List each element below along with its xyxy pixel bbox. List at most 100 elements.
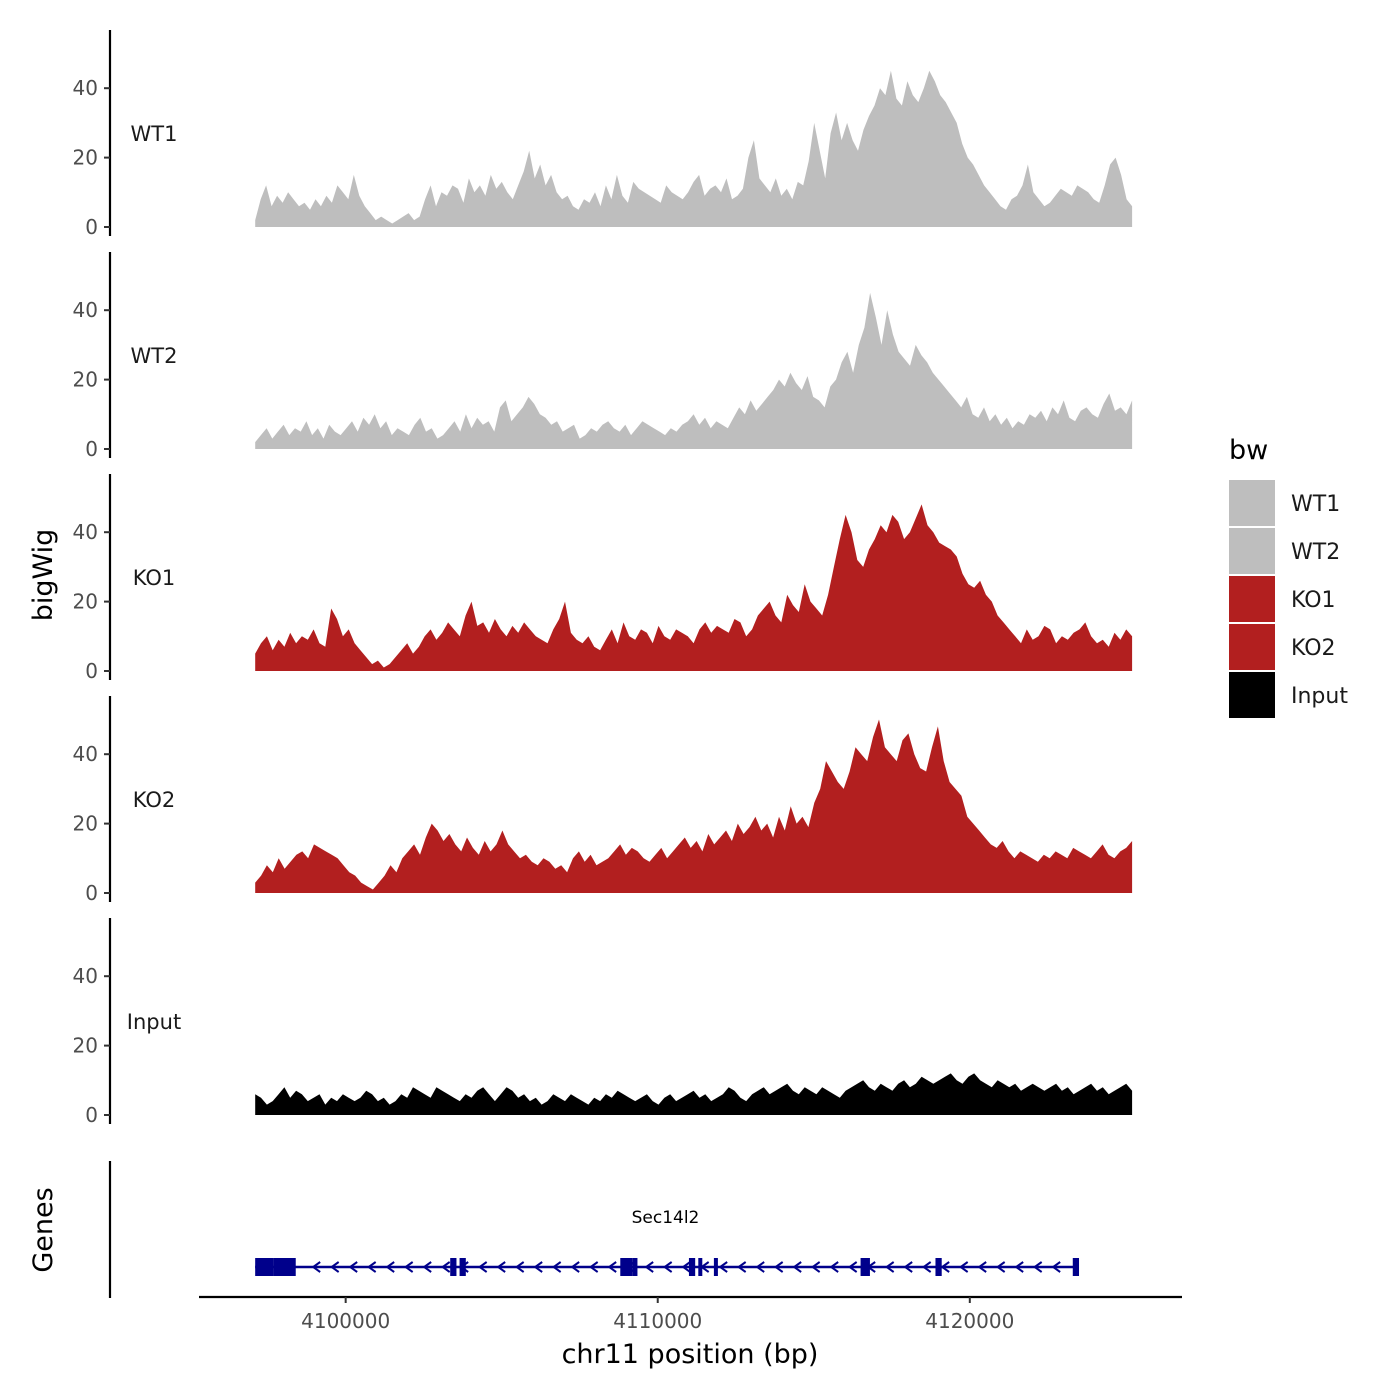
- strand-arrow: [810, 1261, 821, 1273]
- strand-arrow: [847, 1261, 858, 1273]
- strand-arrow: [329, 1261, 340, 1273]
- strand-arrow: [755, 1261, 765, 1273]
- coverage-area-wt1: [255, 70, 1133, 227]
- y-tick-label: 40: [73, 298, 98, 322]
- strand-arrow: [607, 1261, 617, 1273]
- legend-key-input: [1229, 672, 1275, 718]
- strand-arrow: [366, 1261, 377, 1273]
- legend-label: WT2: [1291, 540, 1340, 565]
- track-label: KO1: [133, 566, 176, 590]
- strand-arrow: [385, 1261, 395, 1273]
- y-tick-label: 20: [73, 1034, 98, 1058]
- coverage-tracks: 0 20 40 WT1 0 20 40 WT2 0 20 40 KO1 0 20 40 KO2 0 20 40 Inp…: [73, 30, 1133, 1127]
- track-label: Input: [127, 1010, 181, 1034]
- track-label: WT1: [131, 122, 178, 146]
- strand-arrow: [533, 1261, 543, 1273]
- y-axis-title: bigWig: [28, 529, 59, 622]
- legend-key-wt2: [1229, 528, 1275, 574]
- gene-exon: [935, 1258, 942, 1276]
- gene-exon: [459, 1258, 466, 1276]
- x-tick-label: 4120000: [925, 1309, 1014, 1333]
- gene-exon: [698, 1258, 703, 1276]
- strand-arrow: [903, 1261, 913, 1273]
- gene-exon: [713, 1258, 718, 1276]
- gene-model: [255, 1258, 1080, 1276]
- genes-axis-title: Genes: [28, 1187, 59, 1272]
- gene-exon: [450, 1258, 457, 1276]
- strand-arrow: [940, 1261, 950, 1273]
- legend-key-wt1: [1229, 480, 1275, 526]
- legend-label: WT1: [1291, 492, 1340, 517]
- track-wt2: 0 20 40 WT2: [73, 252, 1133, 461]
- strand-arrow: [1032, 1261, 1043, 1273]
- legend-key-ko2: [1229, 624, 1275, 670]
- x-tick-label: 4110000: [613, 1309, 702, 1333]
- gene-exon: [632, 1258, 638, 1276]
- y-tick-label: 40: [73, 520, 98, 544]
- gene-exon: [255, 1258, 274, 1276]
- strand-arrow: [440, 1261, 451, 1273]
- strand-arrow: [921, 1261, 932, 1273]
- strand-arrow: [514, 1261, 525, 1273]
- strand-arrow: [403, 1261, 414, 1273]
- strand-arrow: [477, 1261, 488, 1273]
- strand-arrow: [1051, 1261, 1061, 1273]
- track-label: KO2: [133, 788, 176, 812]
- y-tick-label: 40: [73, 964, 98, 988]
- track-ko2: 0 20 40 KO2: [73, 696, 1133, 905]
- legend-key-ko1: [1229, 576, 1275, 622]
- strand-arrow: [422, 1261, 432, 1273]
- legend-title: bw: [1229, 435, 1268, 466]
- y-tick-label: 0: [85, 437, 98, 461]
- strand-arrow: [644, 1261, 654, 1273]
- strand-arrow: [311, 1261, 321, 1273]
- coverage-area-input: [255, 1073, 1133, 1115]
- legend: bw WT1 WT2 KO1 KO2 Input: [1229, 435, 1348, 718]
- x-axis-title: chr11 position (bp): [562, 1339, 819, 1370]
- y-tick-label: 0: [85, 881, 98, 905]
- strand-arrow: [736, 1261, 747, 1273]
- strand-arrow: [884, 1261, 895, 1273]
- gene-exon: [688, 1258, 696, 1276]
- strand-arrow: [792, 1261, 802, 1273]
- strand-arrow: [829, 1261, 839, 1273]
- y-tick-label: 0: [85, 1103, 98, 1127]
- gene-exon: [273, 1258, 296, 1276]
- strand-arrow: [995, 1261, 1006, 1273]
- x-tick-label: 4100000: [301, 1309, 390, 1333]
- strand-arrow: [681, 1261, 691, 1273]
- strand-arrow: [551, 1261, 562, 1273]
- y-tick-label: 40: [73, 76, 98, 100]
- track-input: 0 20 40 Input: [73, 918, 1133, 1127]
- gene-label: Sec14l2: [632, 1208, 700, 1228]
- strand-arrow: [773, 1261, 784, 1273]
- coverage-area-wt2: [255, 292, 1133, 449]
- legend-label: Input: [1291, 684, 1348, 709]
- gene-exon: [1072, 1258, 1080, 1276]
- strand-arrow: [662, 1261, 673, 1273]
- strand-arrow: [570, 1261, 580, 1273]
- y-tick-label: 0: [85, 659, 98, 683]
- legend-label: KO2: [1291, 636, 1336, 661]
- strand-arrow: [718, 1261, 728, 1273]
- strand-arrow: [588, 1261, 599, 1273]
- y-tick-label: 20: [73, 368, 98, 392]
- strand-arrow: [1014, 1261, 1024, 1273]
- strand-arrow: [958, 1261, 969, 1273]
- gene-exon: [620, 1258, 633, 1276]
- y-tick-label: 20: [73, 812, 98, 836]
- track-ko1: 0 20 40 KO1: [73, 474, 1133, 683]
- coverage-area-ko2: [255, 719, 1133, 893]
- y-tick-label: 20: [73, 146, 98, 170]
- gene-exon: [860, 1258, 870, 1276]
- legend-label: KO1: [1291, 588, 1336, 613]
- y-tick-label: 0: [85, 215, 98, 239]
- track-wt1: 0 20 40 WT1: [73, 30, 1133, 239]
- strand-arrow: [348, 1261, 358, 1273]
- genes-panel: Genes Sec14l2: [28, 1161, 1080, 1298]
- y-tick-label: 20: [73, 590, 98, 614]
- strand-arrow: [496, 1261, 506, 1273]
- track-label: WT2: [131, 344, 178, 368]
- y-tick-label: 40: [73, 742, 98, 766]
